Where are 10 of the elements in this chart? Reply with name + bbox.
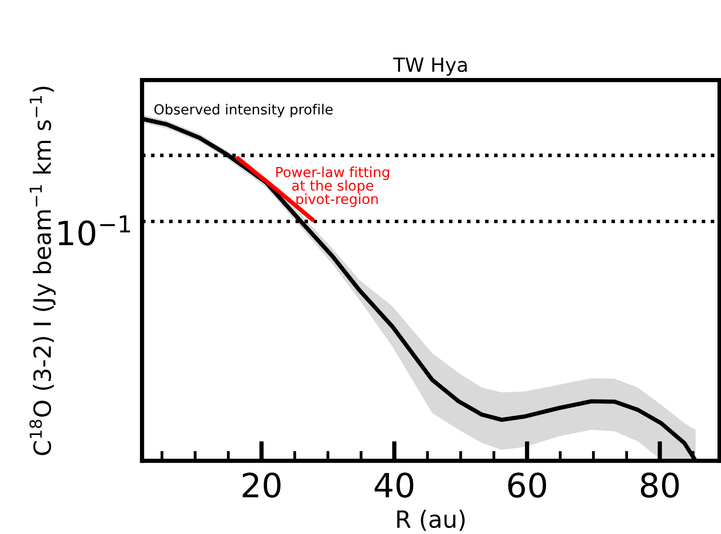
x-tick-label: 40 (374, 472, 414, 498)
y-axis-title: C$^{18}$O (3-2) I (Jy beam$^{−1}$ km s$^{−1}$) (29, 86, 56, 456)
annotation: Power-law fitting at the slope pivot-region (276, 166, 390, 207)
x-tick-label: 20 (242, 472, 281, 498)
x-tick-label: 60 (508, 472, 546, 498)
x-tick-label: 80 (640, 472, 679, 498)
text: Observed intensity profile (154, 104, 333, 118)
text: 10$^{−1}$ (58, 215, 130, 246)
chart-title: TW Hya (393, 58, 467, 76)
x-axis-title: R (au) (397, 510, 465, 531)
